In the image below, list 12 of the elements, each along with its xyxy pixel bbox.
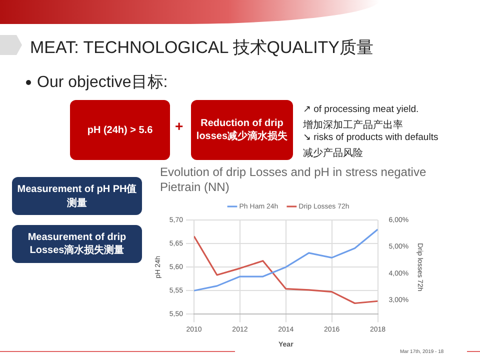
text: pH (24h) > 5.6: [87, 124, 153, 136]
chart-title: Evolution of drip Losses and pH in stress negative Pietrain (NN): [160, 165, 428, 195]
text: 减少产品风险: [303, 146, 363, 160]
text: +: [175, 118, 184, 134]
text: 增加深加工产品产出率: [303, 118, 403, 132]
text: MEAT: TECHNOLOGICAL 技术QUALITY质量: [30, 37, 374, 59]
text: ↗ of processing meat yield.: [303, 104, 419, 115]
text: Reduction of drip losses减少滴水损失: [195, 118, 289, 142]
text: Measurement of pH PH值测量: [16, 183, 138, 210]
text: Measurement of drip Losses滴水损失测量: [26, 232, 128, 256]
text: ↘ risks of products with defaults: [303, 132, 438, 143]
text: Our objective目标:: [37, 74, 168, 91]
